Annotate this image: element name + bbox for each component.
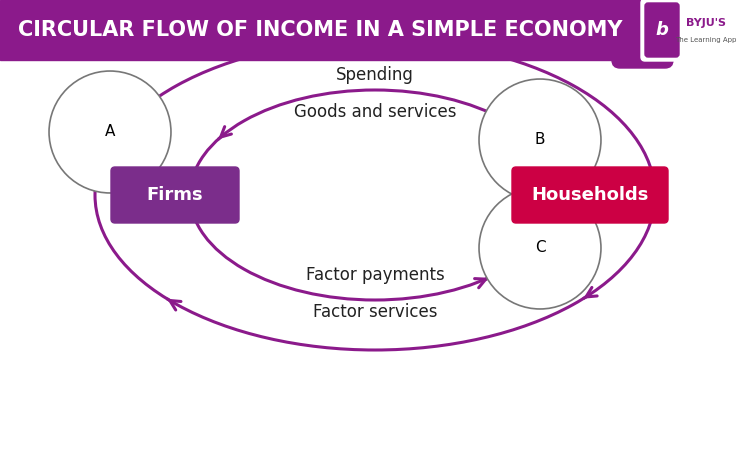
- FancyBboxPatch shape: [512, 167, 668, 223]
- Text: BYJU'S: BYJU'S: [686, 18, 726, 28]
- FancyBboxPatch shape: [0, 0, 660, 60]
- Text: The Learning App: The Learning App: [675, 37, 736, 43]
- Text: Factor payments: Factor payments: [306, 266, 444, 284]
- FancyBboxPatch shape: [612, 0, 673, 68]
- Text: CIRCULAR FLOW OF INCOME IN A SIMPLE ECONOMY: CIRCULAR FLOW OF INCOME IN A SIMPLE ECON…: [18, 20, 622, 40]
- Text: b: b: [656, 21, 668, 39]
- Text: Firms: Firms: [147, 186, 203, 204]
- Text: Factor services: Factor services: [313, 303, 437, 321]
- Text: C: C: [535, 240, 545, 256]
- Text: Spending: Spending: [336, 66, 414, 84]
- FancyBboxPatch shape: [641, 0, 749, 61]
- FancyBboxPatch shape: [645, 3, 679, 57]
- Text: Households: Households: [531, 186, 649, 204]
- Text: Goods and services: Goods and services: [294, 103, 456, 121]
- Text: B: B: [535, 132, 545, 148]
- FancyBboxPatch shape: [111, 167, 239, 223]
- Text: A: A: [105, 125, 116, 140]
